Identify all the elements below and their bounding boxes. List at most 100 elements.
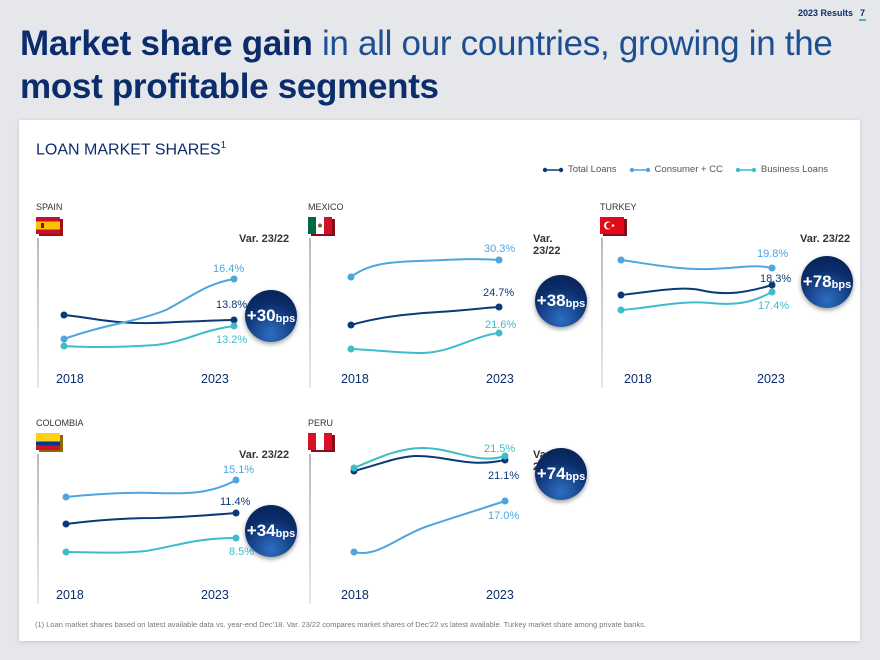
axis-line: [309, 238, 311, 388]
point-business-end: [768, 288, 776, 296]
series-consumer-cc: [63, 278, 235, 340]
panel-spain: SPAIN Var. 23/22 16.4% 13.8% 13.2% +30 bp…: [36, 202, 311, 397]
point-total-start: [62, 520, 70, 528]
bps-badge: +74 bps: [535, 448, 587, 500]
point-total-start: [347, 321, 355, 329]
label-business: 13.2%: [216, 334, 247, 346]
series-business-loans: [353, 446, 506, 469]
year-start: 2018: [341, 372, 369, 386]
axis-line: [601, 238, 603, 388]
line-plot: 30.3% 24.7% 21.6%: [347, 243, 516, 355]
card-title: LOAN MARKET SHARES1: [36, 140, 227, 159]
year-start: 2018: [56, 372, 84, 386]
year-end: 2023: [486, 372, 514, 386]
point-business-end: [495, 329, 503, 337]
point-consumer-start: [60, 335, 68, 343]
label-total: 13.8%: [216, 299, 247, 311]
var-label: Var. 23/22: [800, 233, 851, 245]
title-bold-1: Market share gain: [20, 24, 313, 63]
line-plot: 15.1% 11.4% 8.5%: [62, 464, 254, 558]
label-consumer: 19.8%: [757, 248, 788, 260]
year-start: 2018: [624, 372, 652, 386]
point-consumer-end: [768, 264, 776, 272]
panel-colombia: COLOMBIA Var. 23/22 15.1% 11.4% 8.5% +34…: [36, 418, 311, 613]
point-total-start: [617, 291, 625, 299]
legend-item-consumer: Consumer + CC: [629, 164, 723, 175]
point-business-start: [347, 345, 355, 353]
page-title: Market share gain in all our countries, …: [20, 22, 833, 108]
point-consumer-start: [62, 493, 70, 501]
var-label: Var. 23/22: [239, 449, 290, 461]
footnote: (1) Loan market shares based on latest a…: [35, 620, 646, 629]
mexico-flag-icon: [308, 217, 335, 236]
label-consumer: 16.4%: [213, 263, 244, 275]
point-consumer-end: [230, 275, 238, 283]
label-consumer: 15.1%: [223, 464, 254, 476]
legend-item-total: Total Loans: [542, 164, 617, 175]
country-name: SPAIN: [36, 202, 63, 212]
series-business-loans: [350, 332, 500, 355]
point-business-end: [230, 322, 238, 330]
point-business-start: [617, 306, 625, 314]
results-label: 2023 Results: [797, 8, 853, 18]
year-end: 2023: [201, 588, 229, 602]
var-label: Var. 23/22: [533, 233, 561, 257]
label-consumer: 17.0%: [488, 510, 519, 522]
series-consumer-cc: [65, 479, 237, 498]
year-end: 2023: [757, 372, 785, 386]
peru-flag-icon: [308, 433, 335, 452]
series-total-loans: [63, 314, 235, 325]
series-consumer-cc: [353, 500, 506, 554]
point-consumer-start: [350, 548, 358, 556]
point-total-end: [768, 281, 776, 289]
legend: Total Loans Consumer + CC Business Loans: [542, 164, 828, 175]
label-total: 21.1%: [488, 470, 519, 482]
axis-line: [37, 454, 39, 604]
point-consumer-end: [232, 476, 240, 484]
title-light-1: in all our countries, growing in the: [312, 24, 833, 63]
axis-line: [309, 454, 311, 604]
point-business-start: [60, 342, 68, 350]
year-start: 2018: [56, 588, 84, 602]
loan-market-share-card: LOAN MARKET SHARES1 Total Loans Consumer…: [19, 120, 860, 641]
series-total-loans: [620, 284, 773, 296]
label-total: 11.4%: [220, 496, 251, 508]
label-business: 8.5%: [229, 546, 254, 558]
point-consumer-start: [347, 273, 355, 281]
point-consumer-end: [495, 256, 503, 264]
bps-badge: +78 bps: [801, 256, 853, 308]
spain-flag-icon: [36, 217, 63, 236]
var-label: Var. 23/22: [239, 233, 290, 245]
label-total: 18.3%: [760, 273, 791, 285]
panel-mexico: MEXICO Var. 23/22 30.3% 24.7% 21.6% +38 b…: [308, 202, 587, 397]
point-business-end: [232, 534, 240, 542]
point-business-start: [62, 548, 70, 556]
point-total-end: [232, 509, 240, 517]
page-number: 2023 Results 7: [798, 8, 866, 21]
turkey-flag-icon: [600, 217, 627, 236]
label-business: 21.6%: [485, 319, 516, 331]
line-plot: 16.4% 13.8% 13.2%: [60, 263, 247, 350]
series-business-loans: [63, 325, 235, 349]
country-name: COLOMBIA: [36, 418, 84, 428]
point-total-end: [230, 316, 238, 324]
axis-line: [37, 238, 39, 388]
bps-badge: +30 bps: [245, 290, 297, 342]
series-total-loans: [350, 306, 500, 326]
country-name: MEXICO: [308, 202, 344, 212]
year-end: 2023: [486, 588, 514, 602]
label-business: 17.4%: [758, 300, 789, 312]
point-business-start: [350, 464, 358, 472]
series-business-loans: [65, 537, 237, 554]
bps-badge: +34 bps: [245, 505, 297, 557]
title-bold-2: most profitable segments: [20, 67, 439, 106]
panel-peru: PERU Var. 23/22 21.5% 21.1% 17.0% +74bps…: [308, 418, 587, 613]
page-num: 7: [858, 8, 866, 21]
series-total-loans: [65, 512, 237, 525]
country-name: TURKEY: [600, 202, 637, 212]
line-plot: 19.8% 18.3% 17.4%: [617, 248, 791, 314]
year-start: 2018: [341, 588, 369, 602]
bps-badge: +38 bps: [535, 275, 587, 327]
panel-turkey: TURKEY Var. 23/22 19.8% 18.3% 17.4% +78 b…: [600, 202, 855, 397]
series-total-loans: [353, 454, 506, 472]
